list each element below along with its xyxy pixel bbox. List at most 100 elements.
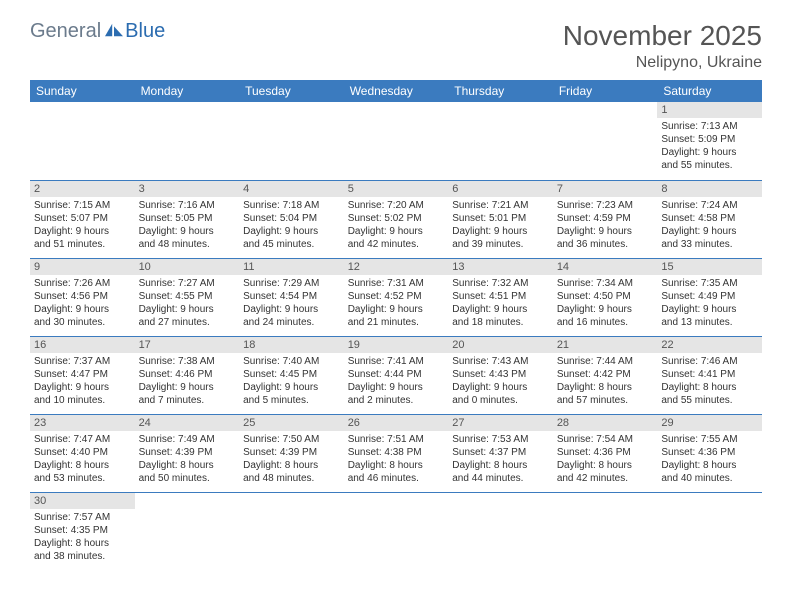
header: General Blue November 2025 Nelipyno, Ukr… (30, 20, 762, 72)
day-number: 28 (553, 415, 658, 431)
day-line: Daylight: 9 hours (661, 225, 758, 238)
day-cell (30, 102, 135, 180)
day-cell (135, 492, 240, 570)
day-line: and 44 minutes. (452, 472, 549, 485)
day-line: Sunrise: 7:46 AM (661, 355, 758, 368)
day-line: Sunrise: 7:13 AM (661, 120, 758, 133)
calendar-body: 1Sunrise: 7:13 AMSunset: 5:09 PMDaylight… (30, 102, 762, 570)
day-line: Daylight: 9 hours (139, 381, 236, 394)
day-line: Sunrise: 7:55 AM (661, 433, 758, 446)
day-number: 16 (30, 337, 135, 353)
day-line: Sunset: 4:42 PM (557, 368, 654, 381)
day-cell: 29Sunrise: 7:55 AMSunset: 4:36 PMDayligh… (657, 414, 762, 492)
day-number: 29 (657, 415, 762, 431)
day-line: Sunset: 4:58 PM (661, 212, 758, 225)
day-line: Daylight: 9 hours (243, 303, 340, 316)
brand-text-1: General (30, 20, 101, 43)
day-details: Sunrise: 7:13 AMSunset: 5:09 PMDaylight:… (657, 118, 762, 174)
day-cell: 30Sunrise: 7:57 AMSunset: 4:35 PMDayligh… (30, 492, 135, 570)
day-line: Sunset: 4:45 PM (243, 368, 340, 381)
day-number: 25 (239, 415, 344, 431)
day-line: and 38 minutes. (34, 550, 131, 563)
brand-text-2: Blue (125, 20, 165, 43)
day-line: Sunrise: 7:31 AM (348, 277, 445, 290)
day-cell: 4Sunrise: 7:18 AMSunset: 5:04 PMDaylight… (239, 180, 344, 258)
day-line: Daylight: 9 hours (661, 146, 758, 159)
day-line: Daylight: 9 hours (139, 303, 236, 316)
day-number: 12 (344, 259, 449, 275)
day-details: Sunrise: 7:32 AMSunset: 4:51 PMDaylight:… (448, 275, 553, 331)
day-line: Daylight: 9 hours (348, 225, 445, 238)
day-line: Daylight: 9 hours (452, 225, 549, 238)
day-line: Sunrise: 7:32 AM (452, 277, 549, 290)
day-line: Sunset: 4:59 PM (557, 212, 654, 225)
day-cell: 26Sunrise: 7:51 AMSunset: 4:38 PMDayligh… (344, 414, 449, 492)
day-line: Sunrise: 7:35 AM (661, 277, 758, 290)
day-line: and 2 minutes. (348, 394, 445, 407)
day-line: and 46 minutes. (348, 472, 445, 485)
day-line: Sunset: 4:55 PM (139, 290, 236, 303)
day-line: Daylight: 9 hours (348, 303, 445, 316)
weekday-header: Thursday (448, 80, 553, 102)
day-line: Sunset: 5:09 PM (661, 133, 758, 146)
day-details: Sunrise: 7:16 AMSunset: 5:05 PMDaylight:… (135, 197, 240, 253)
day-line: Daylight: 8 hours (452, 459, 549, 472)
day-line: Sunrise: 7:23 AM (557, 199, 654, 212)
day-line: Sunrise: 7:41 AM (348, 355, 445, 368)
day-cell: 22Sunrise: 7:46 AMSunset: 4:41 PMDayligh… (657, 336, 762, 414)
day-details: Sunrise: 7:40 AMSunset: 4:45 PMDaylight:… (239, 353, 344, 409)
day-line: and 48 minutes. (243, 472, 340, 485)
week-row: 1Sunrise: 7:13 AMSunset: 5:09 PMDaylight… (30, 102, 762, 180)
day-line: and 10 minutes. (34, 394, 131, 407)
day-cell (239, 492, 344, 570)
day-line: Sunrise: 7:47 AM (34, 433, 131, 446)
day-line: Sunrise: 7:24 AM (661, 199, 758, 212)
day-details: Sunrise: 7:26 AMSunset: 4:56 PMDaylight:… (30, 275, 135, 331)
weekday-header: Saturday (657, 80, 762, 102)
day-line: Sunrise: 7:29 AM (243, 277, 340, 290)
day-line: Daylight: 9 hours (557, 303, 654, 316)
day-line: and 39 minutes. (452, 238, 549, 251)
day-details: Sunrise: 7:27 AMSunset: 4:55 PMDaylight:… (135, 275, 240, 331)
day-cell (553, 102, 658, 180)
day-line: Sunrise: 7:40 AM (243, 355, 340, 368)
day-line: Daylight: 9 hours (348, 381, 445, 394)
day-line: Sunset: 4:43 PM (452, 368, 549, 381)
day-line: and 42 minutes. (348, 238, 445, 251)
day-details: Sunrise: 7:35 AMSunset: 4:49 PMDaylight:… (657, 275, 762, 331)
day-line: and 42 minutes. (557, 472, 654, 485)
day-number: 22 (657, 337, 762, 353)
day-line: and 53 minutes. (34, 472, 131, 485)
day-line: and 40 minutes. (661, 472, 758, 485)
day-line: Daylight: 9 hours (34, 303, 131, 316)
day-details: Sunrise: 7:24 AMSunset: 4:58 PMDaylight:… (657, 197, 762, 253)
day-cell (448, 102, 553, 180)
weekday-header: Friday (553, 80, 658, 102)
day-line: Daylight: 9 hours (661, 303, 758, 316)
day-number: 18 (239, 337, 344, 353)
week-row: 30Sunrise: 7:57 AMSunset: 4:35 PMDayligh… (30, 492, 762, 570)
day-line: and 16 minutes. (557, 316, 654, 329)
day-line: Sunset: 4:47 PM (34, 368, 131, 381)
day-number: 19 (344, 337, 449, 353)
day-details: Sunrise: 7:46 AMSunset: 4:41 PMDaylight:… (657, 353, 762, 409)
day-number: 24 (135, 415, 240, 431)
day-line: Sunrise: 7:37 AM (34, 355, 131, 368)
day-number: 4 (239, 181, 344, 197)
day-line: and 7 minutes. (139, 394, 236, 407)
day-line: Daylight: 9 hours (557, 225, 654, 238)
day-number: 7 (553, 181, 658, 197)
day-number: 3 (135, 181, 240, 197)
day-cell (239, 102, 344, 180)
day-details: Sunrise: 7:55 AMSunset: 4:36 PMDaylight:… (657, 431, 762, 487)
day-cell: 19Sunrise: 7:41 AMSunset: 4:44 PMDayligh… (344, 336, 449, 414)
day-line: and 24 minutes. (243, 316, 340, 329)
day-line: Daylight: 9 hours (452, 303, 549, 316)
day-line: Sunrise: 7:51 AM (348, 433, 445, 446)
week-row: 9Sunrise: 7:26 AMSunset: 4:56 PMDaylight… (30, 258, 762, 336)
day-details: Sunrise: 7:31 AMSunset: 4:52 PMDaylight:… (344, 275, 449, 331)
week-row: 2Sunrise: 7:15 AMSunset: 5:07 PMDaylight… (30, 180, 762, 258)
day-cell: 1Sunrise: 7:13 AMSunset: 5:09 PMDaylight… (657, 102, 762, 180)
day-line: Sunset: 4:36 PM (557, 446, 654, 459)
day-line: and 36 minutes. (557, 238, 654, 251)
